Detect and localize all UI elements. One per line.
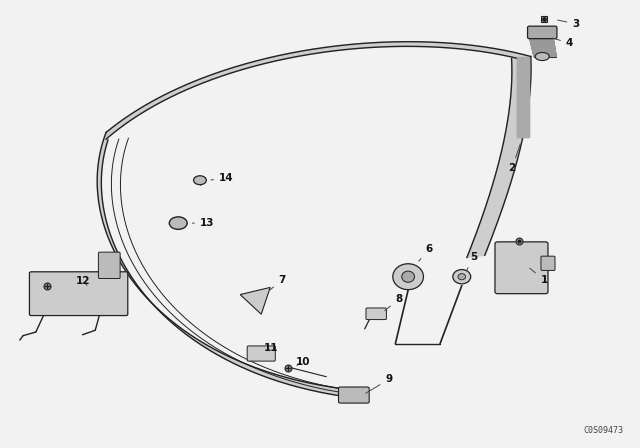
FancyBboxPatch shape [495, 242, 548, 294]
Polygon shape [106, 42, 531, 139]
FancyBboxPatch shape [541, 256, 555, 271]
Polygon shape [97, 133, 355, 397]
Ellipse shape [393, 264, 424, 290]
Text: 11: 11 [264, 343, 278, 353]
Polygon shape [467, 56, 531, 258]
Text: 10: 10 [296, 357, 310, 366]
FancyBboxPatch shape [366, 308, 387, 319]
Text: 7: 7 [270, 275, 286, 290]
Text: C0S09473: C0S09473 [583, 426, 623, 435]
Polygon shape [240, 288, 270, 314]
Text: 8: 8 [385, 294, 403, 310]
FancyBboxPatch shape [527, 26, 557, 39]
Text: 6: 6 [419, 244, 433, 261]
Text: 5: 5 [467, 253, 477, 270]
Ellipse shape [458, 274, 466, 280]
FancyBboxPatch shape [339, 387, 369, 403]
Text: 1: 1 [530, 268, 548, 285]
Text: 14: 14 [211, 173, 234, 183]
Text: 3: 3 [557, 19, 579, 29]
Ellipse shape [170, 217, 187, 229]
Ellipse shape [193, 176, 206, 185]
FancyBboxPatch shape [29, 272, 128, 315]
FancyBboxPatch shape [99, 252, 120, 279]
Text: 12: 12 [76, 276, 90, 286]
Polygon shape [516, 56, 529, 137]
Text: 13: 13 [192, 218, 214, 228]
Ellipse shape [535, 52, 549, 60]
Text: 2: 2 [508, 144, 520, 173]
Text: 4: 4 [552, 38, 573, 48]
Ellipse shape [402, 271, 415, 282]
FancyBboxPatch shape [247, 346, 275, 361]
Polygon shape [529, 37, 556, 56]
Text: 9: 9 [366, 375, 392, 393]
Ellipse shape [453, 270, 470, 284]
